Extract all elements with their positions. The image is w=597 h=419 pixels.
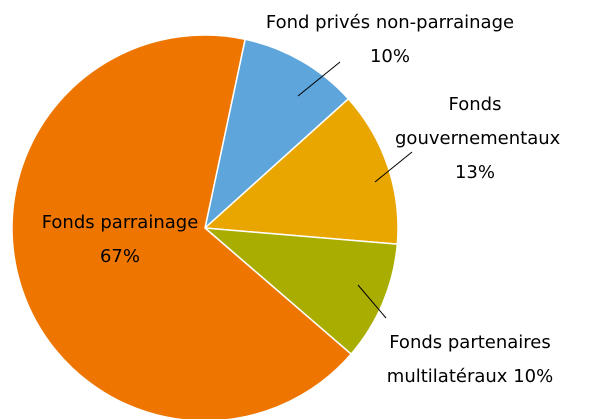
value-label: 10% bbox=[369, 46, 410, 67]
pie-slice bbox=[203, 97, 399, 245]
leader-line bbox=[374, 151, 413, 183]
slice-label: Fonds gouvernementaux 13% bbox=[395, 88, 560, 190]
category-label: Fonds partenaires multilatéraux bbox=[386, 332, 551, 387]
pie-slice bbox=[202, 227, 399, 356]
leader-line bbox=[357, 284, 387, 319]
value-label: 67% bbox=[99, 246, 140, 267]
category-label: Fonds parrainage bbox=[41, 212, 199, 233]
category-label: Fond privés non-parrainage bbox=[265, 12, 515, 33]
leader-line bbox=[297, 61, 341, 97]
pie-slice bbox=[11, 34, 353, 419]
slice-label: Fonds parrainage 67% bbox=[30, 206, 210, 274]
slice-label: Fonds partenaires multilatéraux 10% bbox=[360, 326, 580, 394]
pie-slice bbox=[203, 38, 350, 231]
slice-label: Fond privés non-parrainage 10% bbox=[220, 6, 560, 74]
value-label: 13% bbox=[454, 162, 495, 183]
value-label: 10% bbox=[513, 366, 554, 387]
category-label: Fonds gouvernementaux bbox=[395, 94, 561, 149]
